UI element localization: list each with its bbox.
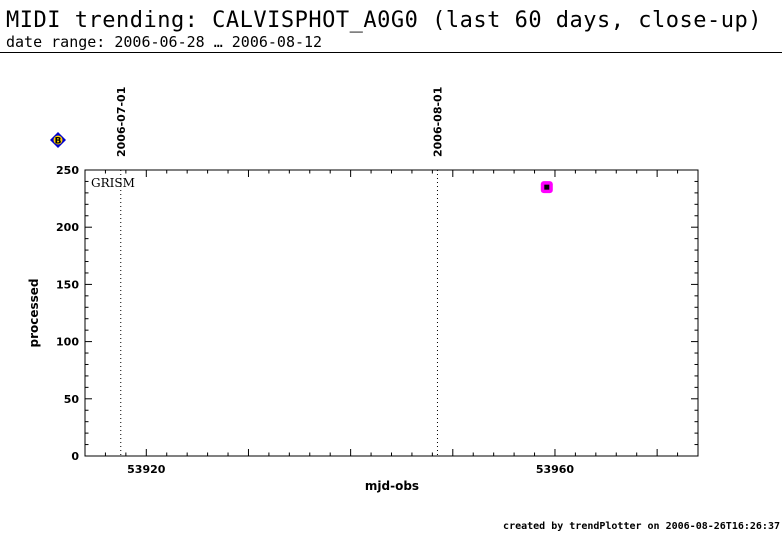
- plot-frame: [84, 169, 699, 457]
- date-markers-layer: 2006-07-01 2006-08-01: [115, 87, 444, 456]
- date-range-subtitle: date range: 2006-06-28 … 2006-08-12: [6, 33, 323, 51]
- y-tick-label: 100: [56, 336, 79, 349]
- y-tick-label: 50: [64, 393, 80, 406]
- legend-marker-icon: B: [50, 132, 66, 148]
- x-tick-label: 53960: [536, 463, 575, 476]
- date-marker-label: 2006-08-01: [431, 87, 444, 157]
- legend-dot: [53, 135, 63, 145]
- date-marker-label: 2006-07-01: [115, 87, 128, 157]
- data-point-core: [544, 184, 550, 190]
- y-tick-label: 250: [56, 164, 79, 177]
- header-divider: [0, 52, 782, 53]
- page-title: MIDI trending: CALVISPHOT_A0G0 (last 60 …: [6, 8, 762, 33]
- axis-ticks-layer: 0 50 100 150 200 250 53920 53960: [56, 164, 699, 476]
- x-axis-label: mjd-obs: [365, 479, 419, 493]
- x-tick-label: 53920: [127, 463, 166, 476]
- plot-frame-layer: [84, 169, 699, 457]
- footer-credit: created by trendPlotter on 2006-08-26T16…: [503, 521, 780, 532]
- data-points-layer: [540, 181, 553, 194]
- y-tick-label: 0: [71, 450, 79, 463]
- panel-label: GRISM: [91, 176, 135, 190]
- y-axis-label: processed: [27, 278, 41, 347]
- legend-letter: B: [55, 137, 62, 147]
- y-tick-label: 150: [56, 278, 79, 291]
- y-tick-label: 200: [56, 221, 79, 234]
